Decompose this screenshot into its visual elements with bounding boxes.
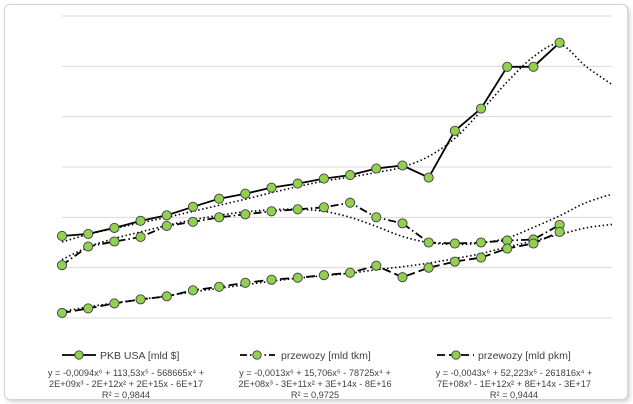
data-point-series-1 (475, 237, 487, 248)
data-point-series-0 (318, 173, 329, 184)
data-point-series-0 (135, 215, 146, 226)
data-point-series-2 (554, 226, 565, 237)
gridlines (62, 15, 612, 319)
data-point-series-2 (528, 238, 539, 249)
series-lines (61, 42, 561, 314)
data-point-series-2 (83, 303, 94, 314)
data-point-series-2 (187, 285, 199, 296)
data-point-series-1 (135, 231, 146, 243)
legend-entry-pkm: przewozy [mld pkm] y = -0,0043x⁶ + 52,22… (436, 350, 593, 400)
data-point-series-0 (345, 170, 356, 181)
data-point-series-1 (161, 220, 172, 231)
data-point-series-1 (371, 212, 382, 223)
chart-area (4, 4, 628, 400)
legend-equation-pkb-2: 2E+09x³ - 2E+12x² + 2E+15x - 6E+17 (49, 379, 203, 389)
data-point-series-1 (83, 241, 94, 252)
legend-r2-tkm: R² = 0,9725 (291, 390, 339, 400)
data-point-series-0 (187, 201, 199, 212)
data-point-series-0 (423, 172, 434, 183)
data-point-series-1 (266, 206, 277, 217)
data-point-series-0 (528, 61, 539, 72)
data-point-series-0 (292, 178, 303, 189)
data-point-series-0 (109, 222, 120, 233)
data-point-series-0 (475, 103, 487, 114)
legend: PKB USA [mld $] y = -0,0094x⁶ + 113,53x⁵… (48, 350, 593, 400)
data-point-series-2 (345, 267, 356, 278)
data-point-series-0 (449, 125, 460, 136)
trendline-series-0 (61, 43, 613, 243)
data-point-series-2 (292, 272, 303, 283)
data-point-series-2 (109, 298, 120, 309)
data-point-series-1 (56, 260, 68, 271)
data-point-series-1 (423, 237, 434, 248)
legend-marker-pkb (74, 350, 84, 360)
legend-equation-pkb-1: y = -0,0094x⁶ + 113,53x⁵ - 568665x⁴ + (48, 368, 204, 378)
data-point-series-2 (240, 277, 251, 288)
data-point-series-1 (449, 238, 460, 249)
legend-marker-pkm (451, 350, 461, 360)
legend-entry-tkm: przewozy [mld tkm] y = -0,0013x⁶ + 15,70… (238, 350, 391, 400)
legend-r2-pkm: R² = 0,9444 (490, 390, 538, 400)
data-point-series-0 (266, 182, 277, 193)
data-point-series-2 (318, 270, 329, 281)
legend-equation-tkm-1: y = -0,0013x⁶ + 15,706x⁵ - 78725x⁴ + (239, 368, 391, 378)
series-markers (56, 37, 565, 319)
legend-marker-tkm (252, 350, 262, 360)
trendline-series-1 (61, 193, 613, 261)
data-point-series-0 (371, 163, 382, 174)
data-point-series-2 (449, 256, 460, 267)
data-point-series-0 (214, 193, 225, 204)
legend-label-pkb: PKB USA [mld $] (100, 350, 179, 362)
data-point-series-1 (187, 216, 199, 227)
legend-equation-pkm-1: y = -0,0043x⁶ + 52,223x⁵ - 261816x⁴ + (436, 368, 593, 378)
data-point-series-2 (135, 294, 146, 305)
data-point-series-0 (397, 160, 408, 171)
data-point-series-1 (397, 218, 408, 229)
data-point-series-2 (397, 272, 408, 283)
data-point-series-2 (475, 252, 487, 263)
data-point-series-1 (318, 202, 329, 213)
data-point-series-0 (161, 210, 172, 221)
legend-entry-pkb: PKB USA [mld $] y = -0,0094x⁶ + 113,53x⁵… (48, 350, 204, 400)
data-point-series-2 (371, 260, 382, 271)
data-point-series-1 (240, 209, 251, 220)
legend-r2-pkb: R² = 0,9844 (102, 390, 150, 400)
legend-label-pkm: przewozy [mld pkm] (478, 350, 571, 362)
series-line-0 (61, 42, 561, 237)
data-point-series-2 (502, 243, 513, 254)
data-point-series-0 (83, 228, 94, 239)
data-point-series-0 (554, 37, 565, 48)
legend-label-tkm: przewozy [mld tkm] (281, 350, 371, 362)
data-point-series-2 (161, 291, 172, 302)
legend-equation-pkm-2: 7E+08x³ - 1E+12x² + 8E+14x - 3E+17 (437, 379, 591, 389)
data-point-series-1 (109, 236, 120, 247)
data-point-series-0 (240, 188, 251, 199)
data-point-series-1 (214, 212, 225, 223)
data-point-series-2 (423, 262, 434, 273)
legend-equation-tkm-2: 2E+08x³ - 3E+11x² + 3E+14x - 8E+16 (238, 379, 391, 389)
data-point-series-1 (345, 197, 356, 208)
data-point-series-2 (214, 281, 225, 292)
data-point-series-2 (266, 274, 277, 285)
data-point-series-2 (56, 307, 68, 319)
data-point-series-1 (292, 204, 303, 215)
data-point-series-0 (56, 230, 68, 242)
data-point-series-0 (502, 61, 513, 72)
